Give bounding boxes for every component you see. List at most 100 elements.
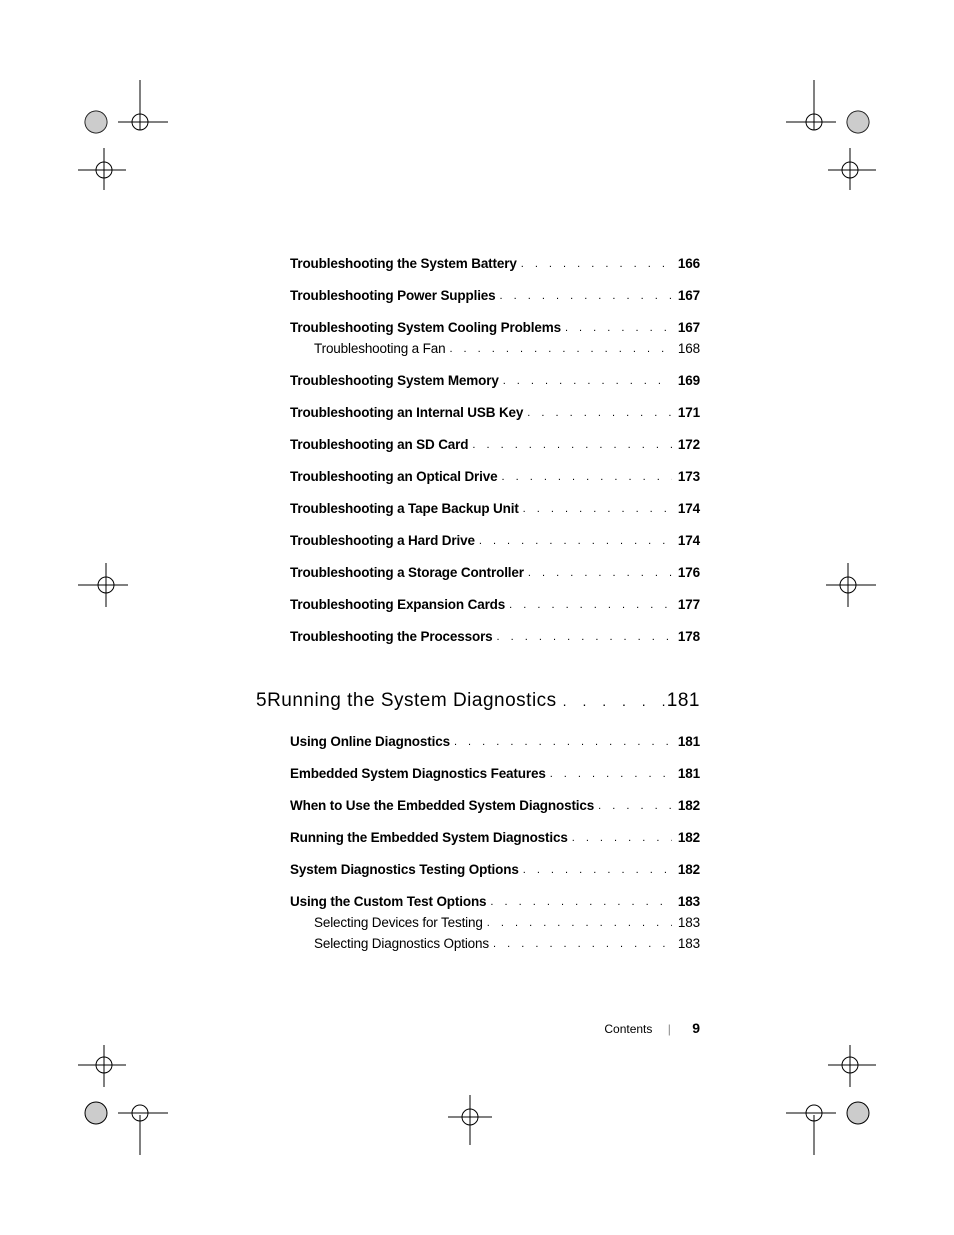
toc-entry: Troubleshooting an Optical Drive . . . .… xyxy=(290,469,700,484)
dot-leader: . . . . . . . . . . . . . . . . . . . . … xyxy=(486,896,672,908)
dot-leader: . . . . . . . . . . . . . . . . . . . . … xyxy=(505,599,672,611)
toc-entry-label: System Diagnostics Testing Options xyxy=(290,862,519,877)
footer-separator: | xyxy=(656,1022,689,1036)
dot-leader: . . . . . . . . . . . . . . . . . . . . … xyxy=(568,832,672,844)
dot-leader: . . . . . . . . . . . . . . . . . . . . … xyxy=(493,631,672,643)
toc-entry-page: 182 xyxy=(672,798,700,813)
dot-leader: . . . . . . . . . . . . . . . . . . . . … xyxy=(445,343,672,355)
toc-entry-page: 173 xyxy=(672,469,700,484)
toc-entry-label: Troubleshooting a Fan xyxy=(314,341,445,356)
toc-entry-label: Using Online Diagnostics xyxy=(290,734,450,749)
toc-entry-label: Running the Embedded System Diagnostics xyxy=(290,830,568,845)
toc-entry-page: 178 xyxy=(672,629,700,644)
toc-entry: System Diagnostics Testing Options . . .… xyxy=(290,862,700,877)
chapter-page: 181 xyxy=(667,690,700,712)
crop-mark-mid-right xyxy=(816,555,876,615)
toc-entry: Troubleshooting Power Supplies . . . . .… xyxy=(290,288,700,303)
chapter-number: 5 xyxy=(256,690,267,712)
toc-entry-page: 181 xyxy=(672,734,700,749)
toc-entry-page: 166 xyxy=(672,256,700,271)
toc-entry: Troubleshooting System Memory . . . . . … xyxy=(290,373,700,388)
toc-entry: Troubleshooting System Cooling Problems … xyxy=(290,320,700,335)
toc-entry: Troubleshooting the System Battery . . .… xyxy=(290,256,700,271)
toc-entry: Troubleshooting a Storage Controller . .… xyxy=(290,565,700,580)
toc-entry-label: Troubleshooting the System Battery xyxy=(290,256,517,271)
dot-leader: . . . . . . . . . . . . . . . . . . . . … xyxy=(489,938,672,950)
toc-entry-page: 172 xyxy=(672,437,700,452)
toc-entry-page: 183 xyxy=(672,915,700,930)
crop-mark-bottom-left xyxy=(78,1045,188,1155)
toc-entry: Troubleshooting an Internal USB Key . . … xyxy=(290,405,700,420)
dot-leader: . . . . . . . . . . . . . . . . . . . . … xyxy=(519,864,672,876)
toc-entry: Troubleshooting a Tape Backup Unit . . .… xyxy=(290,501,700,516)
crop-mark-mid-left xyxy=(78,555,138,615)
dot-leader: . . . . . . . . . . . . . . . . . . . . … xyxy=(523,407,672,419)
dot-leader: . . . . . . . . . . . . . . . . . . . . … xyxy=(450,736,672,748)
toc-content: Troubleshooting the System Battery . . .… xyxy=(290,256,700,968)
dot-leader: . . . . . . . . . . . . . . . . . . . . … xyxy=(468,439,672,451)
toc-entry-page: 176 xyxy=(672,565,700,580)
dot-leader: . . . . . . . . . . . . . . . . . . . . … xyxy=(499,375,672,387)
dot-leader: . . . . . . . . . . . . . . . . . . . . … xyxy=(475,535,672,547)
toc-block-a: Troubleshooting the System Battery . . .… xyxy=(290,256,700,644)
page: Troubleshooting the System Battery . . .… xyxy=(0,0,954,1235)
toc-entry: Troubleshooting a Hard Drive . . . . . .… xyxy=(290,533,700,548)
page-footer: Contents | 9 xyxy=(290,1020,700,1036)
toc-entry-label: Selecting Diagnostics Options xyxy=(314,936,489,951)
toc-entry-page: 167 xyxy=(672,320,700,335)
toc-entry-page: 171 xyxy=(672,405,700,420)
dot-leader: . . . . . . . . . . . . . . . . . . . . … xyxy=(483,917,672,929)
toc-entry-label: Troubleshooting System Memory xyxy=(290,373,499,388)
toc-entry-label: Troubleshooting a Tape Backup Unit xyxy=(290,501,519,516)
toc-entry-page: 182 xyxy=(672,862,700,877)
crop-mark-top-left xyxy=(78,80,188,190)
toc-entry: Using the Custom Test Options . . . . . … xyxy=(290,894,700,909)
toc-entry-label: Troubleshooting an SD Card xyxy=(290,437,468,452)
dot-leader: . . . . . . . . . . . . . . . . . . . . … xyxy=(561,322,672,334)
toc-subentry: Selecting Diagnostics Options . . . . . … xyxy=(314,936,700,951)
dot-leader: . . . . . . . . . . . . . . . . . . . . … xyxy=(594,800,672,812)
toc-entry-label: Troubleshooting an Optical Drive xyxy=(290,469,497,484)
toc-entry-label: Troubleshooting Expansion Cards xyxy=(290,597,505,612)
toc-entry-label: Troubleshooting the Processors xyxy=(290,629,493,644)
dot-leader: . . . . . . . . . . . . . . . . . . . . xyxy=(557,693,667,709)
crop-mark-bottom-center xyxy=(440,1085,500,1145)
dot-leader: . . . . . . . . . . . . . . . . . . . . … xyxy=(546,768,672,780)
toc-entry: Using Online Diagnostics . . . . . . . .… xyxy=(290,734,700,749)
crop-mark-bottom-right xyxy=(766,1045,876,1155)
toc-entry-page: 168 xyxy=(672,341,700,356)
toc-entry-page: 177 xyxy=(672,597,700,612)
toc-entry-page: 183 xyxy=(672,936,700,951)
footer-page-number: 9 xyxy=(692,1020,700,1036)
toc-entry: Running the Embedded System Diagnostics … xyxy=(290,830,700,845)
toc-entry-label: Troubleshooting a Hard Drive xyxy=(290,533,475,548)
toc-entry-label: When to Use the Embedded System Diagnost… xyxy=(290,798,594,813)
dot-leader: . . . . . . . . . . . . . . . . . . . . … xyxy=(497,471,672,483)
dot-leader: . . . . . . . . . . . . . . . . . . . . … xyxy=(519,503,672,515)
dot-leader: . . . . . . . . . . . . . . . . . . . . … xyxy=(524,567,672,579)
dot-leader: . . . . . . . . . . . . . . . . . . . . … xyxy=(496,290,672,302)
toc-entry-page: 182 xyxy=(672,830,700,845)
chapter-heading: 5 Running the System Diagnostics . . . .… xyxy=(256,690,700,712)
toc-entry-page: 181 xyxy=(672,766,700,781)
toc-entry-page: 183 xyxy=(672,894,700,909)
toc-entry-label: Troubleshooting a Storage Controller xyxy=(290,565,524,580)
toc-entry-label: Troubleshooting an Internal USB Key xyxy=(290,405,523,420)
toc-entry-label: Using the Custom Test Options xyxy=(290,894,486,909)
toc-entry: Embedded System Diagnostics Features . .… xyxy=(290,766,700,781)
toc-entry-page: 167 xyxy=(672,288,700,303)
toc-entry-label: Selecting Devices for Testing xyxy=(314,915,483,930)
toc-entry: Troubleshooting the Processors . . . . .… xyxy=(290,629,700,644)
toc-entry-page: 174 xyxy=(672,533,700,548)
toc-entry-label: Troubleshooting System Cooling Problems xyxy=(290,320,561,335)
toc-entry-page: 174 xyxy=(672,501,700,516)
footer-section-label: Contents xyxy=(604,1022,652,1036)
toc-entry-label: Embedded System Diagnostics Features xyxy=(290,766,546,781)
toc-entry-page: 169 xyxy=(672,373,700,388)
toc-subentry: Selecting Devices for Testing . . . . . … xyxy=(314,915,700,930)
dot-leader: . . . . . . . . . . . . . . . . . . . . … xyxy=(517,258,672,270)
toc-entry: When to Use the Embedded System Diagnost… xyxy=(290,798,700,813)
toc-block-b: Using Online Diagnostics . . . . . . . .… xyxy=(290,734,700,951)
crop-mark-top-right xyxy=(766,80,876,190)
toc-subentry: Troubleshooting a Fan . . . . . . . . . … xyxy=(314,341,700,356)
